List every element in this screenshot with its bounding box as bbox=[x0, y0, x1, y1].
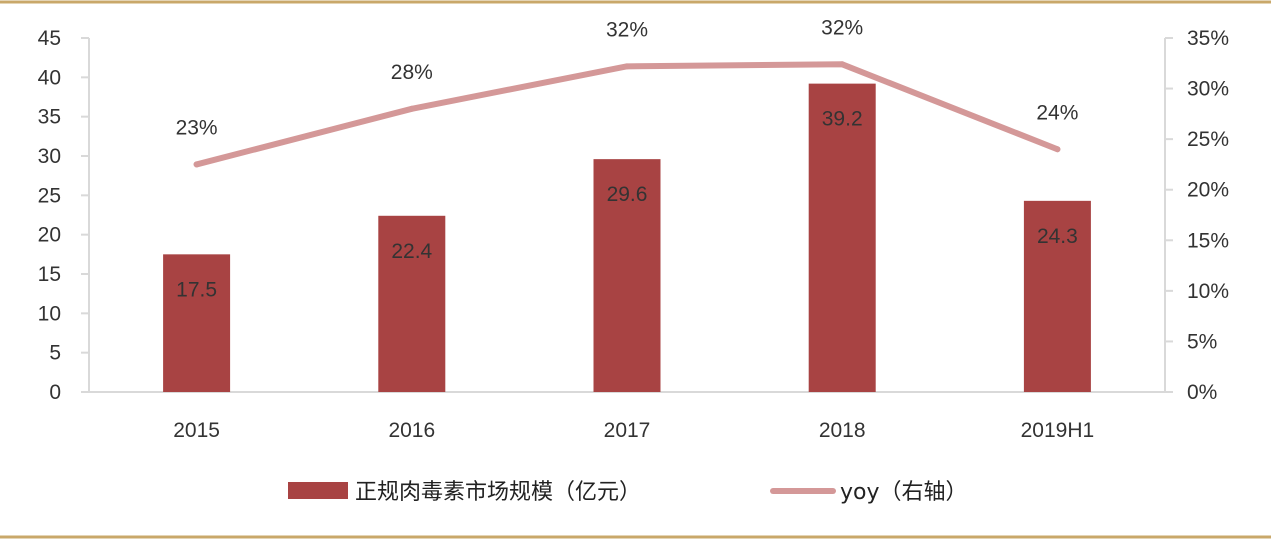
x-tick-label: 2017 bbox=[604, 419, 651, 442]
right-tick-label: 30% bbox=[1187, 78, 1229, 101]
line-data-label: 32% bbox=[606, 18, 648, 41]
bar bbox=[163, 254, 231, 392]
line-point bbox=[408, 105, 415, 112]
line-series: 23% 28% 32% 32% 24% bbox=[176, 16, 1078, 168]
line-point bbox=[193, 161, 200, 168]
right-tick-label: 15% bbox=[1187, 229, 1229, 252]
bar bbox=[808, 83, 876, 393]
line-data-label: 32% bbox=[821, 16, 863, 39]
left-tick-label: 15 bbox=[38, 263, 61, 286]
right-tick-label: 5% bbox=[1187, 330, 1217, 353]
left-tick-label: 10 bbox=[38, 302, 61, 325]
left-tick-label: 20 bbox=[38, 224, 61, 247]
x-axis: 2015 2016 2017 2018 2019H1 bbox=[89, 391, 1165, 442]
line-point bbox=[1054, 146, 1061, 153]
x-tick-label: 2016 bbox=[388, 419, 435, 442]
line-data-label: 24% bbox=[1036, 101, 1078, 124]
legend-bar-swatch bbox=[288, 482, 348, 499]
bar-data-label: 22.4 bbox=[391, 240, 432, 263]
right-y-axis: 0% 5% 10% 15% 20% 25% 30% 35% bbox=[1164, 27, 1229, 404]
bar-data-label: 39.2 bbox=[822, 108, 863, 131]
bar-data-label: 24.3 bbox=[1037, 225, 1078, 248]
right-tick-label: 0% bbox=[1187, 381, 1217, 404]
right-tick-label: 25% bbox=[1187, 128, 1229, 151]
line-point bbox=[624, 63, 630, 70]
x-tick-label: 2019H1 bbox=[1021, 419, 1095, 442]
bar-data-label: 17.5 bbox=[176, 278, 217, 301]
right-tick-label: 35% bbox=[1187, 27, 1229, 50]
legend: 正规肉毒素市场规模（亿元） yoy（右轴） bbox=[288, 480, 968, 505]
left-tick-label: 35 bbox=[38, 106, 61, 129]
left-tick-label: 40 bbox=[38, 66, 61, 89]
x-tick-label: 2018 bbox=[819, 419, 866, 442]
right-tick-label: 10% bbox=[1187, 280, 1229, 303]
line-data-label: 28% bbox=[391, 61, 433, 84]
x-tick-label: 2015 bbox=[173, 419, 220, 442]
left-y-axis: 0 5 10 15 20 25 30 35 40 45 bbox=[38, 27, 90, 404]
bar bbox=[1023, 200, 1091, 392]
legend-line-label: yoy（右轴） bbox=[840, 480, 968, 505]
line-data-label: 23% bbox=[176, 116, 218, 139]
bar-data-label: 29.6 bbox=[607, 183, 648, 206]
yoy-line bbox=[193, 61, 1061, 168]
left-tick-label: 0 bbox=[49, 381, 61, 404]
right-tick-label: 20% bbox=[1187, 179, 1229, 202]
bar bbox=[378, 215, 446, 392]
line-point bbox=[839, 61, 846, 68]
legend-bar-label: 正规肉毒素市场规模（亿元） bbox=[355, 480, 641, 505]
bar bbox=[593, 159, 661, 392]
bar-series: 17.5 22.4 29.6 39.2 24.3 bbox=[163, 83, 1091, 393]
left-tick-label: 45 bbox=[38, 27, 61, 50]
left-tick-label: 5 bbox=[49, 342, 61, 365]
left-tick-label: 25 bbox=[38, 184, 61, 207]
left-tick-label: 30 bbox=[38, 145, 61, 168]
